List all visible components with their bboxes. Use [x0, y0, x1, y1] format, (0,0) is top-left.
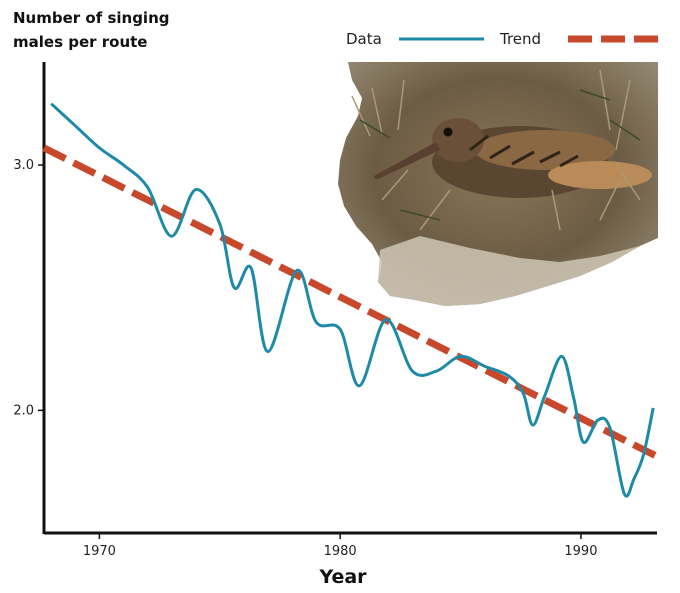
y-axis-title-line-2: males per route	[13, 33, 147, 51]
x-tick-label-1990: 1990	[564, 544, 597, 559]
woodcock-photo	[338, 62, 658, 306]
x-tick-label-1970: 1970	[83, 544, 116, 559]
legend-label-trend: Trend	[499, 30, 541, 48]
x-tick-label-1980: 1980	[324, 544, 357, 559]
y-tick-label-3.0: 3.0	[13, 158, 34, 173]
y-tick-label-2.0: 2.0	[13, 403, 34, 418]
x-axis-title: Year	[318, 566, 367, 588]
y-axis-title-line-1: Number of singing	[13, 9, 170, 27]
legend-label-data: Data	[346, 30, 382, 48]
series-line-data	[50, 102, 655, 498]
series-line-trend	[42, 144, 660, 461]
legend: Data Trend	[346, 30, 658, 48]
